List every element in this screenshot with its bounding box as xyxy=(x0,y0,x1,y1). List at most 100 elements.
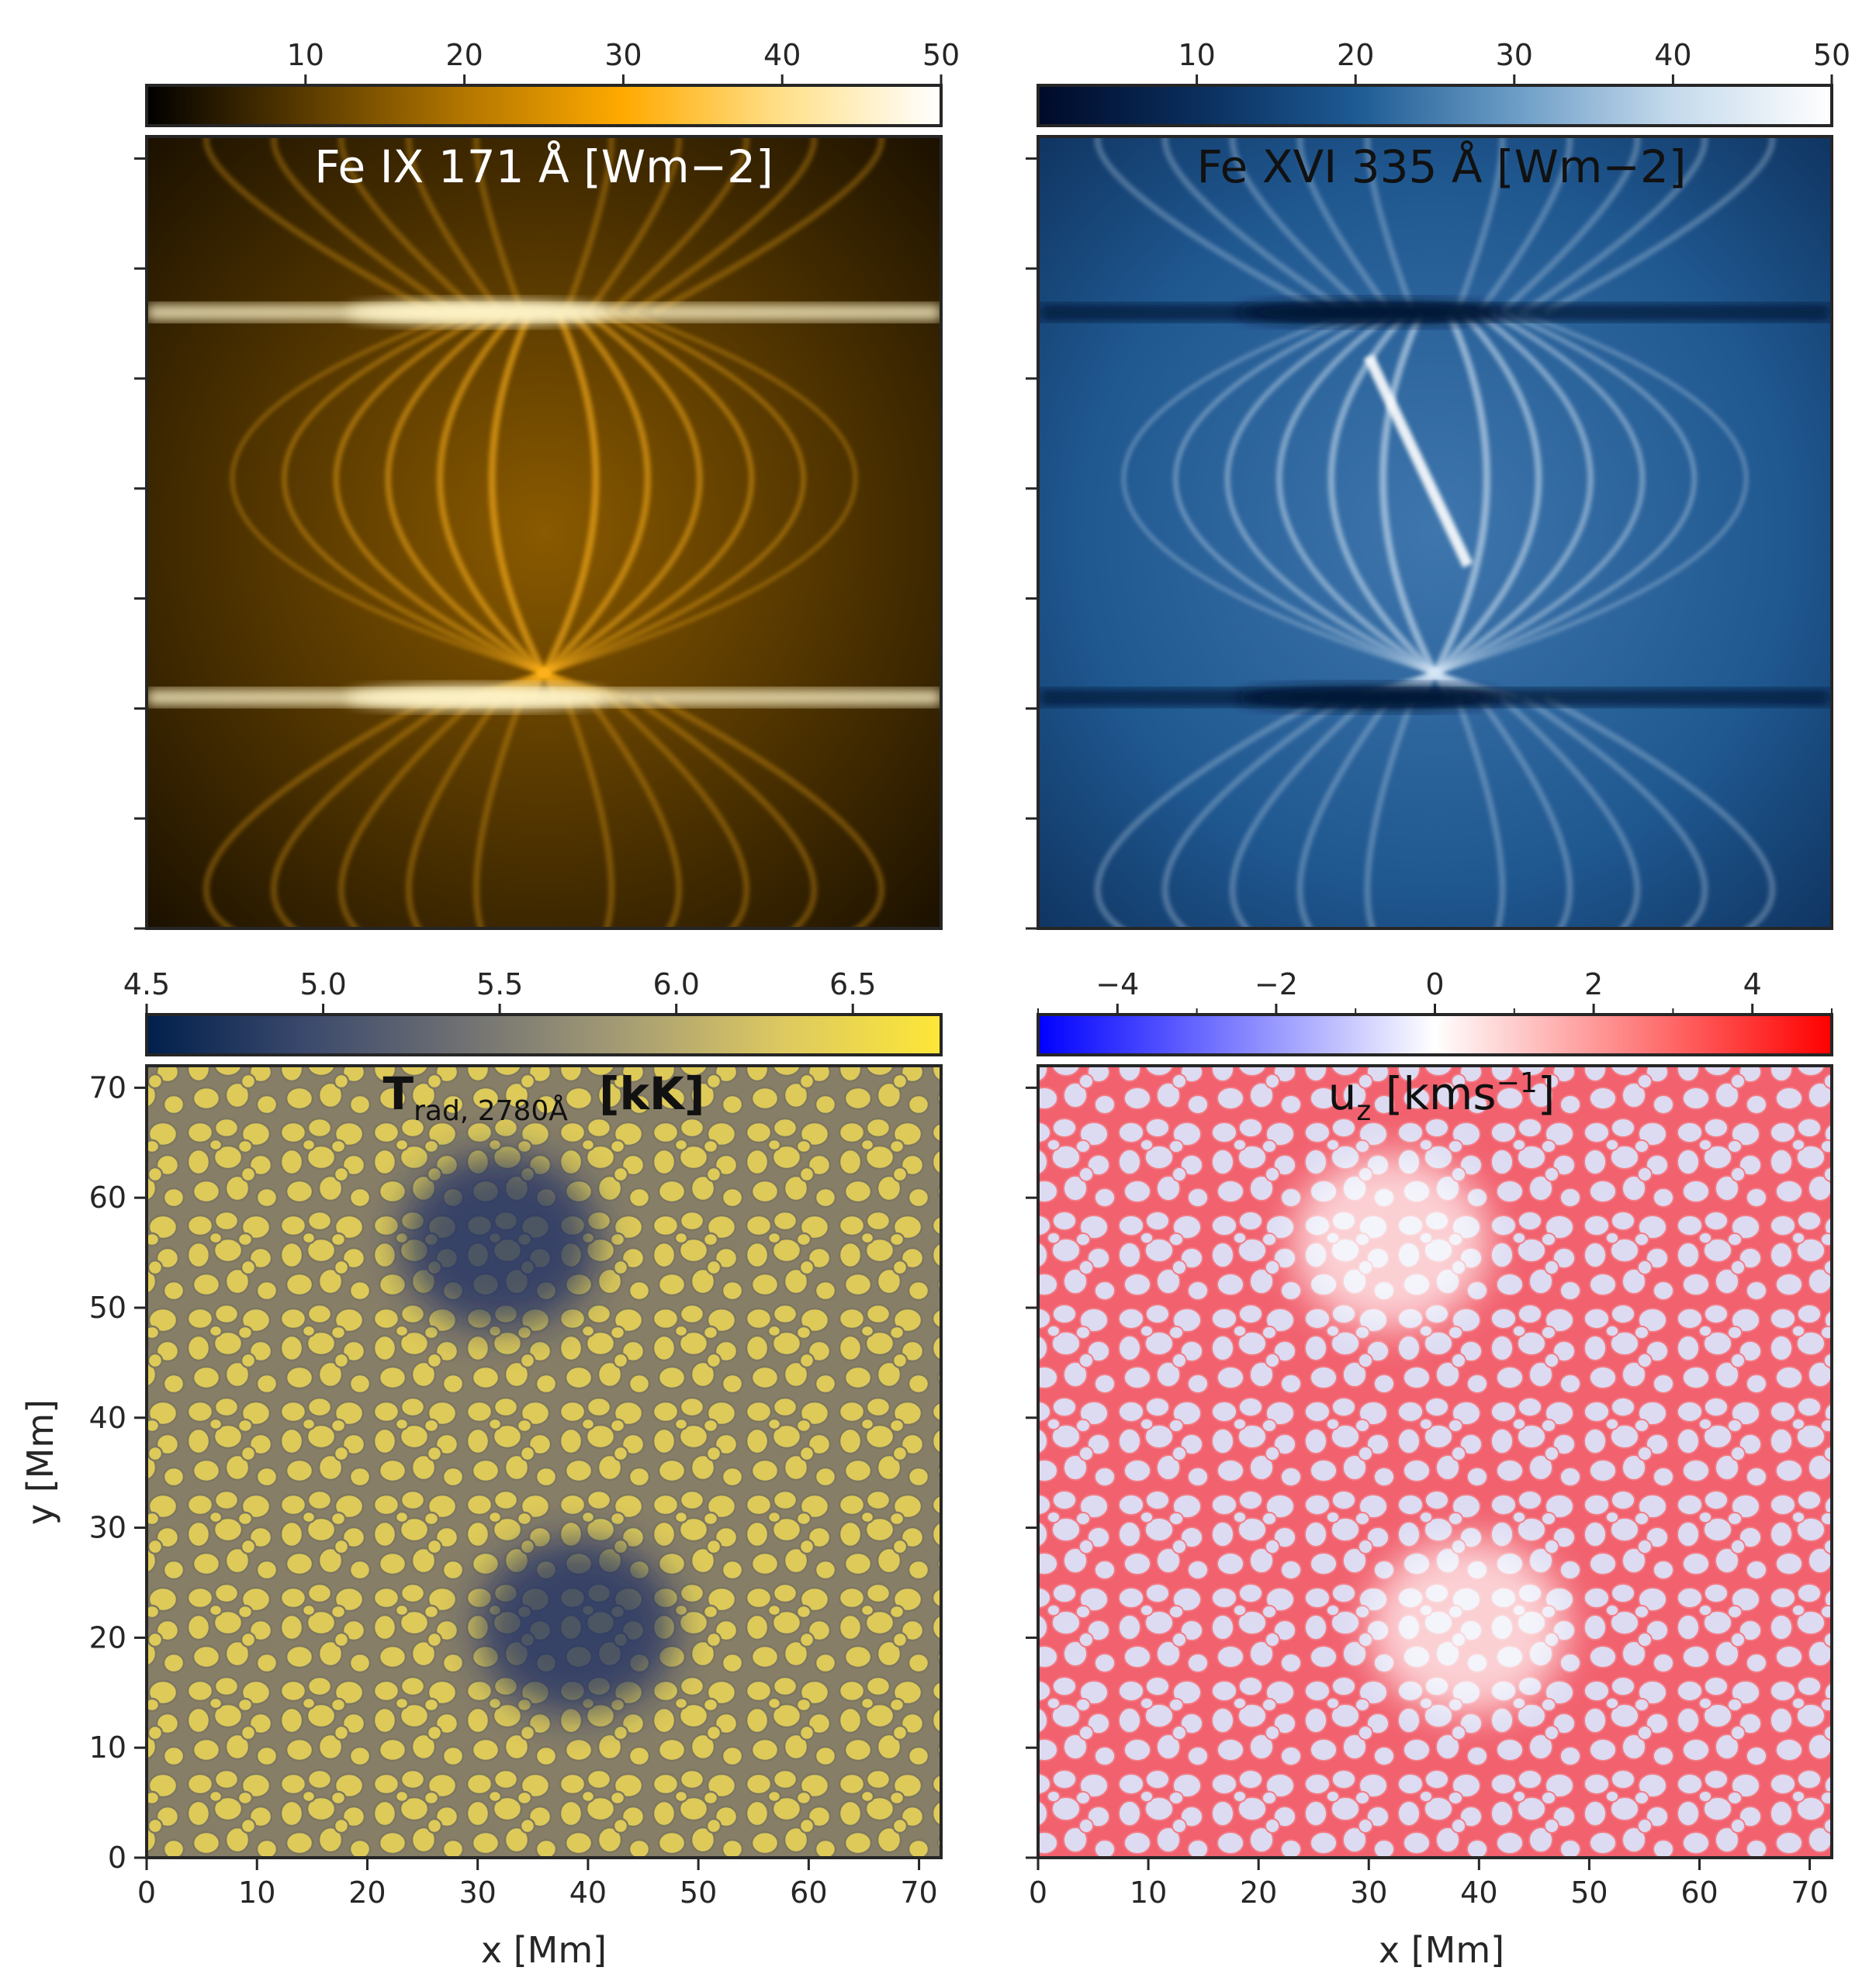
coronal-loop xyxy=(1094,694,1327,928)
coronal-loop xyxy=(652,137,885,316)
coronal-loop xyxy=(337,695,480,928)
y-axis-label-trad: y [Mm] xyxy=(19,1399,61,1525)
x-tick-label: 20 xyxy=(1240,1876,1277,1910)
coronal-loop xyxy=(527,310,600,700)
title-trad-main: T xyxy=(383,1067,414,1120)
quiet-regions-uz xyxy=(1291,1153,1567,1715)
polarity-line-core xyxy=(345,685,610,710)
coronal-loop xyxy=(1229,695,1371,928)
x-tick-label: 10 xyxy=(1130,1876,1167,1910)
coronal-loop xyxy=(472,696,525,928)
coronal-loop xyxy=(1454,696,1506,928)
coronal-loop xyxy=(1476,695,1573,928)
coronal-loop xyxy=(202,694,435,928)
y-ticks-trad: 0 10 20 30 40 50 60 70 xyxy=(89,1070,147,1875)
coronal-loop xyxy=(1543,137,1776,316)
panel-fe-ix-171: 10 20 30 40 50 Fe IX 171 Å [Wm−2] xyxy=(134,38,960,930)
x-tick-label: 20 xyxy=(348,1876,386,1910)
coronal-loop xyxy=(630,694,818,928)
colorbar-ticks-uz: −4 −2 0 2 4 xyxy=(1037,967,1833,1015)
coronal-loop xyxy=(1521,694,1708,928)
coronal-loop xyxy=(1521,137,1708,316)
loop-features-fe-ix-171 xyxy=(147,137,941,928)
frame-fe-xvi-335 xyxy=(1037,135,1833,930)
coronal-loop xyxy=(1296,137,1393,315)
title-fe-ix-171: Fe IX 171 Å [Wm−2] xyxy=(314,140,773,193)
coronal-loop xyxy=(514,310,652,700)
coronal-loop xyxy=(562,137,615,314)
title-trad-sub: rad, 2780Å xyxy=(414,1094,568,1127)
colorbar-tick-label: −4 xyxy=(1095,967,1139,1001)
colorbar-tick-label: 5.0 xyxy=(299,967,346,1001)
coronal-loop xyxy=(1121,310,1519,700)
panel-uz: −4 −2 0 2 4 0 10 20 30 40 50 60 70 uz [kms−1] x [Mm… xyxy=(1026,967,1833,1971)
frame-uz xyxy=(1037,1064,1833,1859)
quiet-region xyxy=(1369,1538,1567,1715)
coronal-loop xyxy=(1229,137,1371,315)
colorbar-fe-ix-171 xyxy=(145,84,943,127)
colorbar-fe-xvi-335 xyxy=(1037,84,1833,127)
polarity-line-core xyxy=(345,299,610,325)
coronal-loop xyxy=(385,309,587,700)
coronal-loop xyxy=(1391,309,1594,700)
coronal-loop xyxy=(334,309,601,700)
y-tick-label: 10 xyxy=(89,1730,126,1765)
title-uz-unit-post: ] xyxy=(1538,1067,1556,1120)
coronal-loop xyxy=(1499,137,1641,315)
x-tick-label: 30 xyxy=(1350,1876,1387,1910)
x-tick-label: 40 xyxy=(569,1876,607,1910)
colorbar-tick-label: 6.0 xyxy=(652,967,699,1001)
colorbar-uz xyxy=(1037,1013,1833,1056)
colorbar-tick-label: 4 xyxy=(1743,967,1762,1001)
title-uz-sub: z xyxy=(1356,1095,1371,1127)
y-tick-label: 40 xyxy=(89,1401,126,1435)
x-tick-label: 30 xyxy=(459,1876,496,1910)
title-uz-sup: −1 xyxy=(1497,1067,1538,1099)
title-uz-unit-pre: [kms xyxy=(1371,1067,1496,1120)
coronal-loop xyxy=(1454,137,1506,314)
y-tick-label: 0 xyxy=(108,1841,126,1875)
colorbar-tick-label: 5.5 xyxy=(476,967,523,1001)
coronal-loop xyxy=(607,137,749,315)
colorbar-trad xyxy=(145,1013,943,1056)
coronal-loop xyxy=(202,137,435,316)
plage-region xyxy=(400,1153,600,1330)
coronal-loop xyxy=(1161,694,1349,928)
coronal-loop xyxy=(1094,137,1327,316)
colorbar-tick-label: 10 xyxy=(1178,38,1215,72)
polarity-line-core xyxy=(1237,685,1501,710)
y-tick-label: 30 xyxy=(89,1511,126,1545)
coronal-loop xyxy=(1296,695,1393,928)
colorbar-ticks-fe-ix-171: 10 20 30 40 50 xyxy=(287,38,960,85)
x-tick-label: 50 xyxy=(1570,1876,1608,1910)
coronal-loop xyxy=(282,310,614,700)
y-ticks-fe-ix-171 xyxy=(134,157,147,930)
title-trad: Trad, 2780Å [kK] xyxy=(383,1067,705,1127)
coronal-loop xyxy=(487,309,754,700)
coronal-loop xyxy=(405,137,503,315)
x-axis-label-trad: x [Mm] xyxy=(481,1929,607,1971)
coronal-loop xyxy=(1378,309,1646,700)
plage-region xyxy=(477,1538,677,1715)
colorbar-tick-label: 20 xyxy=(1337,38,1374,72)
coronal-loop xyxy=(1499,695,1641,928)
coronal-loop xyxy=(652,694,885,928)
coronal-loop xyxy=(1327,310,1465,700)
title-uz-main: u xyxy=(1328,1067,1357,1120)
colorbar-tick-label: 2 xyxy=(1584,967,1603,1001)
x-ticks-uz: 0 10 20 30 40 50 60 70 xyxy=(1029,1858,1829,1910)
frame-fe-ix-171 xyxy=(145,135,943,930)
panel-trad: 4.5 5.0 5.5 6.0 6.5 0 10 20 30 40 50 60 70 0 10 20 30 4… xyxy=(19,967,943,1971)
panel-fe-xvi-335: 10 20 30 40 50 Fe XVI 335 Å [Wm−2] xyxy=(1026,38,1850,930)
coronal-loop xyxy=(338,137,480,315)
y-tick-label: 60 xyxy=(89,1181,126,1215)
x-tick-label: 0 xyxy=(1029,1876,1047,1910)
y-tick-label: 70 xyxy=(89,1070,126,1105)
coronal-loop xyxy=(630,137,818,316)
colorbar-tick-label: 50 xyxy=(922,38,960,72)
bright-strand xyxy=(1363,354,1473,569)
y-ticks-uz xyxy=(1026,1086,1038,1859)
coronal-loop xyxy=(1351,310,1749,700)
plage-regions-trad xyxy=(400,1153,677,1715)
